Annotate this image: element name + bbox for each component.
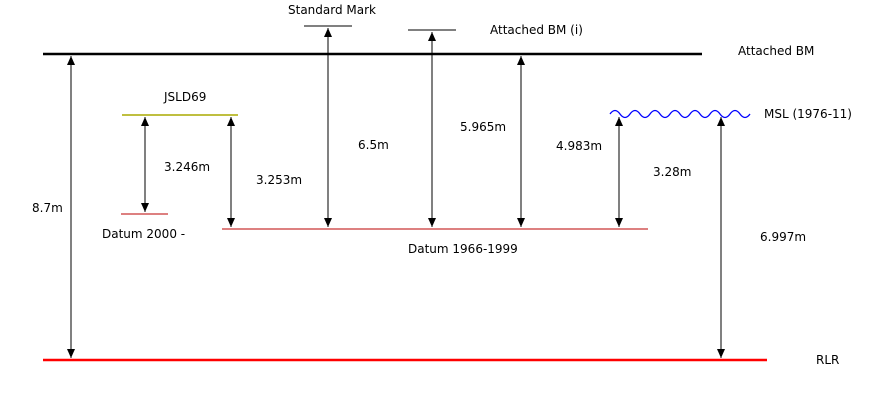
label-attached-bm-i: Attached BM (i) xyxy=(490,23,583,37)
label-msl: MSL (1976-11) xyxy=(764,107,852,121)
measure-6-997m: 6.997m xyxy=(760,230,806,244)
label-jsld69: JSLD69 xyxy=(163,90,206,104)
measure-3-246m: 3.246m xyxy=(164,160,210,174)
label-attached-bm: Attached BM xyxy=(738,44,814,58)
measure-6-5m: 6.5m xyxy=(358,138,389,152)
measure-5-965m: 5.965m xyxy=(460,120,506,134)
measure-3-253m: 3.253m xyxy=(256,173,302,187)
label-standard-mark: Standard Mark xyxy=(288,3,376,17)
label-datum-2000: Datum 2000 - xyxy=(102,227,185,241)
measure-8-7m: 8.7m xyxy=(32,201,63,215)
msl-wave-icon xyxy=(609,109,751,119)
measure-4-983m: 4.983m xyxy=(556,139,602,153)
label-rlr: RLR xyxy=(816,353,839,367)
label-datum-1966: Datum 1966-1999 xyxy=(408,242,518,256)
measure-3-28m: 3.28m xyxy=(653,165,691,179)
